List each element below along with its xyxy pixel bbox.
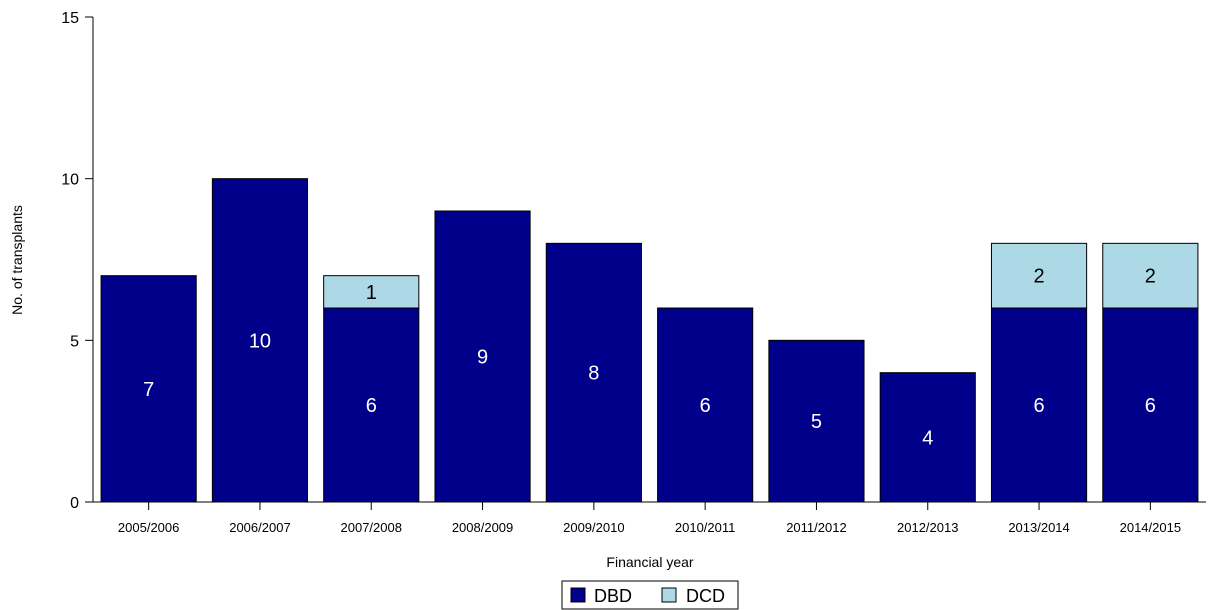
bar-label-dbd: 6 bbox=[1145, 395, 1156, 417]
legend: DBD DCD bbox=[561, 580, 739, 610]
bar-dbd bbox=[434, 210, 531, 503]
x-tick-label: 2009/2010 bbox=[563, 520, 624, 535]
x-tick-label: 2011/2012 bbox=[786, 520, 847, 535]
x-tick-label: 2012/2013 bbox=[897, 520, 958, 535]
y-tick-label: 0 bbox=[70, 495, 79, 512]
x-tick-label: 2006/2007 bbox=[229, 520, 290, 535]
y-tick-label: 10 bbox=[61, 172, 79, 189]
legend-swatch-dbd bbox=[570, 587, 586, 603]
bar-label-dbd: 6 bbox=[700, 395, 711, 417]
y-axis: 0 5 10 15 bbox=[61, 10, 94, 512]
x-tick-label: 2010/2011 bbox=[675, 520, 736, 535]
bar-label-dbd: 5 bbox=[811, 411, 822, 433]
bar-label-dbd: 6 bbox=[366, 395, 377, 417]
bar-label-dbd: 7 bbox=[143, 379, 154, 401]
x-axis: 2005/2006 2006/2007 2007/2008 2008/2009 2009… bbox=[93, 501, 1206, 535]
legend-label-dcd: DCD bbox=[686, 586, 725, 606]
bar-dcd bbox=[323, 275, 420, 309]
bar-dcd bbox=[1102, 242, 1199, 309]
x-tick-label: 2013/2014 bbox=[1008, 520, 1069, 535]
y-tick-label: 15 bbox=[61, 10, 79, 27]
bar-dbd bbox=[100, 275, 197, 503]
bar-dbd bbox=[323, 307, 420, 503]
bar-dcd bbox=[990, 242, 1088, 309]
bar-label-dbd: 4 bbox=[922, 427, 933, 449]
bar-label-dbd: 9 bbox=[477, 347, 488, 369]
x-tick-label: 2005/2006 bbox=[118, 520, 179, 535]
bar-label-dbd: 6 bbox=[1033, 395, 1044, 417]
bar-label-dcd: 2 bbox=[1033, 266, 1044, 288]
bar-label-dbd: 8 bbox=[588, 363, 599, 385]
bar-dbd bbox=[545, 242, 642, 503]
bar-label-dcd: 1 bbox=[366, 282, 377, 304]
x-tick-label: 2008/2009 bbox=[452, 520, 513, 535]
x-tick-label: 2007/2008 bbox=[341, 520, 402, 535]
y-tick-label: 5 bbox=[70, 333, 79, 350]
bars bbox=[100, 178, 1199, 503]
bar-dbd bbox=[768, 339, 865, 503]
bar-dbd bbox=[879, 372, 976, 503]
bar-dbd bbox=[1102, 307, 1199, 503]
x-axis-title: Financial year bbox=[606, 554, 693, 570]
y-axis-title: No. of transplants bbox=[9, 205, 25, 315]
legend-frame bbox=[561, 580, 739, 610]
legend-label-dbd: DBD bbox=[594, 586, 632, 606]
bar-labels: 7 10 6 1 9 8 6 5 4 6 2 6 2 bbox=[143, 266, 1156, 450]
bar-dbd bbox=[990, 307, 1088, 503]
x-tick-label: 2014/2015 bbox=[1120, 520, 1181, 535]
bar-dbd bbox=[657, 307, 754, 503]
bar-dbd bbox=[211, 178, 309, 503]
legend-swatch-dcd bbox=[661, 587, 677, 603]
bar-label-dcd: 2 bbox=[1145, 266, 1156, 288]
bar-label-dbd: 10 bbox=[249, 330, 271, 352]
